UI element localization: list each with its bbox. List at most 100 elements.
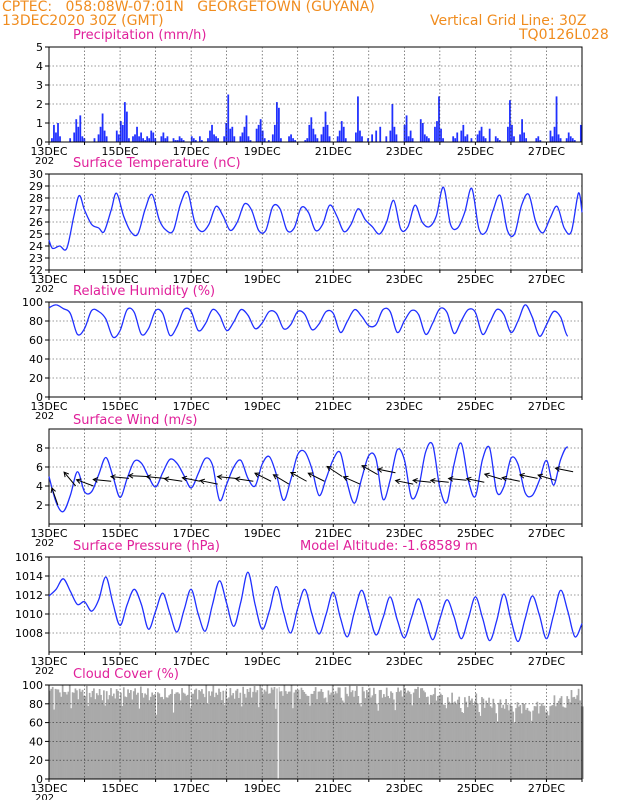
cloud-bar — [260, 687, 263, 779]
cloud-bar — [573, 696, 576, 779]
y-tick-label: 25 — [29, 228, 43, 241]
cloud-bar — [290, 685, 293, 779]
cloud-bar — [161, 696, 164, 779]
cloud-bar — [243, 693, 246, 779]
cloud-bar — [445, 708, 448, 779]
temp-title: Surface Temperature (nC) — [73, 156, 241, 171]
precipitation-bar — [134, 134, 136, 142]
cloud-bar — [218, 688, 220, 779]
precipitation-bar — [126, 111, 128, 142]
cloud-bar — [132, 691, 135, 779]
cloud-bar — [353, 696, 355, 779]
wind-arrow-shaft — [164, 478, 183, 482]
wind-arrow-shaft — [395, 480, 414, 485]
cloud-bar — [112, 693, 115, 779]
cloud-bar — [130, 690, 132, 779]
cloud-bar — [498, 702, 500, 779]
wind-title: Surface Wind (m/s) — [73, 413, 198, 428]
rh-gridlines — [49, 302, 582, 397]
cloud-bar — [166, 697, 169, 779]
cloud-bar — [73, 692, 75, 779]
cloud-bar — [250, 697, 253, 779]
precipitation-bar — [259, 119, 262, 142]
x-tick-label: 13DEC — [30, 273, 67, 286]
cloud-bar — [178, 693, 181, 779]
cloud-bar — [114, 698, 117, 779]
x-tick-label: 15DEC — [102, 527, 139, 540]
precipitation-bar — [211, 124, 213, 142]
wind-arrow-head — [376, 467, 383, 473]
cloud-bar — [570, 690, 573, 779]
cloud-bar — [417, 686, 419, 779]
cloud-bar — [513, 722, 516, 779]
precipitation-bar — [154, 138, 157, 142]
cloud-bar — [266, 685, 269, 779]
precipitation-bar — [128, 138, 130, 142]
x-tick-label: 15DEC — [102, 145, 139, 158]
cloud-bar — [327, 690, 330, 779]
precipitation-bar — [292, 138, 294, 142]
precipitation-bar — [280, 138, 282, 142]
precipitation-bar — [484, 138, 487, 142]
precipitation-bar — [328, 136, 331, 142]
y-tick-label: 24 — [29, 240, 43, 253]
cloud-bar — [533, 706, 536, 779]
cloud-bar — [184, 693, 186, 779]
wind-arrow-shaft — [377, 468, 396, 474]
precipitation-bar — [553, 126, 556, 142]
cloud-bar — [496, 721, 499, 779]
y-tick-label: 27 — [29, 204, 43, 217]
cloud-bar — [535, 706, 537, 779]
header-code: TQ0126L028 — [519, 27, 609, 43]
cloud-bar — [196, 699, 199, 779]
cloud-bar — [491, 707, 493, 779]
precip-title: Precipitation (mm/h) — [73, 28, 207, 43]
cloud-bar — [50, 688, 53, 779]
wind-arrow-shaft — [502, 477, 520, 482]
cloud-bar — [351, 690, 354, 779]
wind-arrow-shaft — [76, 479, 94, 487]
cloud-bar — [223, 705, 226, 779]
pressure-panel: 1008 1010 1012 1014 1016 13DEC 15DEC 17DEC 19DEC… — [15, 551, 583, 677]
x-tick-label: 13DEC — [30, 655, 67, 668]
cloud-bar — [523, 703, 526, 779]
cloud-bar — [459, 708, 462, 779]
precipitation-bar — [140, 132, 142, 142]
y-tick-label: 30 — [29, 168, 43, 181]
cloud-bar — [402, 685, 405, 779]
cloud-bar — [449, 702, 452, 779]
precipitation-bar — [174, 140, 177, 142]
cloud-bar — [145, 694, 148, 779]
precipitation-bar — [115, 130, 118, 142]
cloud-bar — [424, 692, 426, 779]
precipitation-bar — [306, 138, 309, 142]
cloud-bar — [286, 693, 289, 779]
precipitation-bar — [304, 140, 307, 142]
precipitation-bar — [395, 134, 398, 142]
wind-arrow-head — [109, 474, 116, 480]
cloud-bar — [363, 691, 365, 779]
precipitation-bar — [573, 140, 576, 142]
cloud-bar — [562, 706, 564, 779]
x-tick-label: 25DEC — [457, 400, 494, 413]
cloud-bar — [57, 689, 60, 779]
cloud-bar — [84, 696, 87, 779]
precipitation-bar — [342, 126, 345, 142]
cloud-bar — [492, 698, 495, 779]
cloud-bar — [546, 711, 549, 779]
x-tick-label: 23DEC — [386, 782, 423, 795]
y-tick-label: 20 — [29, 754, 43, 767]
cloud-bar — [428, 704, 431, 779]
cloud-bar — [333, 694, 335, 779]
cloud-bar — [468, 695, 471, 779]
precipitation-bar — [438, 96, 440, 142]
wind-arrow-head — [483, 472, 490, 479]
precipitation-bar — [357, 96, 359, 142]
cloud-bar — [294, 689, 297, 779]
cloud-bar — [216, 694, 219, 779]
cloud-bar — [147, 688, 149, 779]
cloud-bar — [219, 691, 222, 779]
cloud-bar — [503, 708, 506, 779]
precipitation-bar — [245, 115, 248, 142]
cloud-panel: 0 20 40 60 80 100 13DEC 15DEC 17DEC 19DEC 21DEC 23D… — [22, 679, 584, 800]
